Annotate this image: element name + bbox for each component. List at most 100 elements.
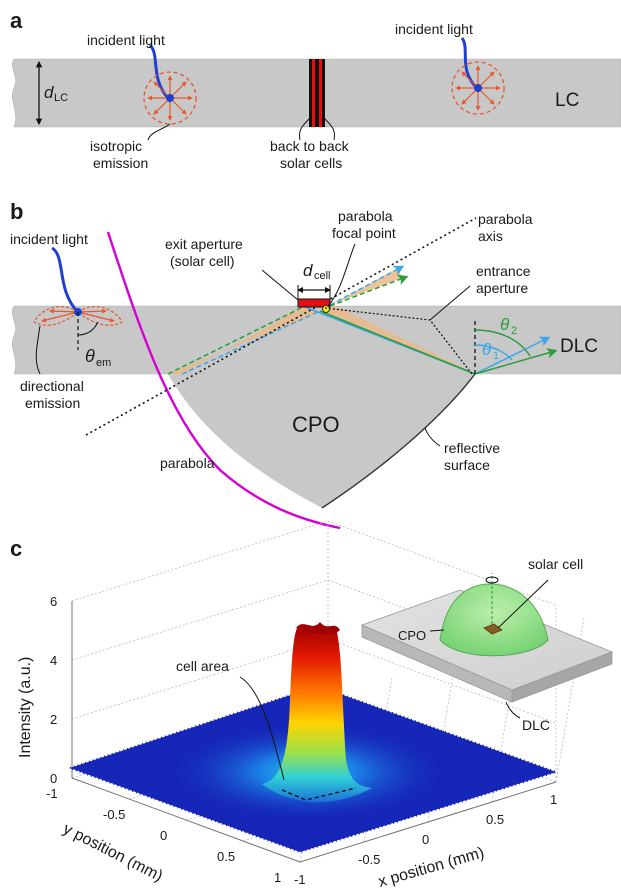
d-cell-symbol: d bbox=[303, 261, 313, 280]
inset-schematic: solar cell CPO DLC bbox=[360, 556, 614, 733]
inset-solar-label: solar cell bbox=[528, 556, 583, 572]
surface-peak-top bbox=[296, 622, 340, 635]
theta1-symbol: θ bbox=[482, 340, 492, 359]
reflective-surface bbox=[321, 373, 476, 509]
y-tick-label: 0 bbox=[160, 828, 167, 843]
theta1-subscript: 1 bbox=[493, 350, 499, 362]
inset-cpo-leader bbox=[429, 629, 445, 632]
z-tick-label: 4 bbox=[50, 653, 57, 668]
incident-light-right-label: incident light bbox=[395, 21, 473, 37]
panel-a: a d LC incident light bbox=[10, 8, 621, 171]
dlc-label: DLC bbox=[560, 336, 598, 357]
incident-ray-b bbox=[51, 246, 80, 314]
surface-peak bbox=[262, 626, 372, 803]
entrance-aperture-leader-2 bbox=[429, 285, 471, 321]
incident-light-b-label: incident light bbox=[10, 231, 88, 247]
directional-lobe-right bbox=[76, 306, 123, 326]
panel-b-letter: b bbox=[10, 199, 23, 224]
y-tick-label: -1 bbox=[46, 786, 58, 801]
d-lc-subscript: LC bbox=[54, 92, 68, 104]
directional-leader bbox=[35, 325, 41, 375]
directional-line2: emission bbox=[25, 395, 80, 411]
focal-point-leader bbox=[327, 243, 356, 307]
y-tick-label: -0.5 bbox=[103, 807, 125, 822]
solar-leader-left bbox=[299, 117, 311, 141]
z-tick-label: 6 bbox=[50, 594, 57, 609]
inset-rotation-icon bbox=[485, 576, 499, 584]
x-tick-label: 1 bbox=[550, 792, 557, 807]
incident-light-left-label: incident light bbox=[87, 32, 165, 48]
exit-aperture-line2: (solar cell) bbox=[170, 253, 235, 269]
focal-point-line2: focal point bbox=[332, 225, 396, 241]
directional-lobe-left bbox=[33, 306, 80, 326]
lc-label: LC bbox=[555, 90, 579, 111]
x-tick-label: 0.5 bbox=[486, 812, 504, 827]
theta2-subscript: 2 bbox=[511, 325, 517, 337]
exit-aperture-leader bbox=[261, 269, 299, 301]
y-tick-label: 1 bbox=[274, 870, 281, 885]
panel-c: c cell area 0 2 4 6 -1 -0.5 0 0.5 1 -1 -0.5 0 0.5 1 I… bbox=[10, 520, 614, 891]
entrance-line1: entrance bbox=[476, 263, 531, 279]
theta2-arc bbox=[474, 329, 531, 357]
panel-c-letter: c bbox=[10, 536, 22, 561]
theta1-arc bbox=[474, 344, 513, 361]
parabola-axis bbox=[85, 217, 477, 436]
reflective-line1: reflective bbox=[444, 440, 500, 456]
y-axis-label: y position (mm) bbox=[60, 820, 165, 885]
reflective-line2: surface bbox=[444, 457, 490, 473]
inset-dlc-side-right bbox=[511, 651, 613, 703]
entrance-line2: aperture bbox=[476, 280, 528, 296]
surface-base-noise bbox=[66, 684, 560, 854]
z-tick-label: 0 bbox=[50, 771, 57, 786]
cell-area-outline bbox=[281, 787, 357, 801]
z-grid-line bbox=[71, 579, 329, 661]
exit-aperture-line1: exit aperture bbox=[165, 236, 243, 252]
reflective-leader bbox=[424, 427, 441, 447]
z-grid-line bbox=[71, 520, 329, 602]
directional-line1: directional bbox=[20, 378, 84, 394]
emitter-dot-right bbox=[474, 84, 482, 92]
rays bbox=[167, 265, 558, 375]
theta-em-symbol: θ bbox=[85, 346, 95, 366]
ray-cone-right bbox=[320, 306, 476, 374]
y-tick-label: 0.5 bbox=[217, 849, 235, 864]
cell-area-label: cell area bbox=[176, 658, 229, 674]
surface-axes-frame bbox=[71, 601, 557, 863]
z-axis-label: Intensity (a.u.) bbox=[17, 657, 34, 758]
z-grid-line bbox=[327, 638, 557, 724]
cpo-body bbox=[168, 374, 475, 508]
inset-solar-leader bbox=[497, 579, 549, 629]
d-lc-symbol: d bbox=[44, 83, 54, 102]
focal-point-marker bbox=[322, 305, 330, 313]
theta-em-subscript: em bbox=[96, 357, 111, 369]
back-to-back-line1: back to back bbox=[270, 138, 350, 154]
ray-cone-left bbox=[168, 306, 320, 374]
isotropic-line2: emission bbox=[93, 155, 148, 171]
parabola-axis-line1: parabola bbox=[478, 211, 533, 227]
cell-area-leader bbox=[239, 676, 285, 781]
surface-ticks: 0 2 4 6 -1 -0.5 0 0.5 1 -1 -0.5 0 0.5 1 bbox=[46, 594, 557, 887]
focal-point-line1: parabola bbox=[338, 208, 393, 224]
z-grid-line bbox=[327, 520, 557, 606]
x-tick-label: -0.5 bbox=[358, 852, 380, 867]
isotropic-emitter-left bbox=[143, 43, 197, 125]
parabola-label: parabola bbox=[160, 455, 215, 471]
inset-dlc-label: DLC bbox=[522, 717, 550, 733]
inset-solar-cell bbox=[483, 623, 503, 635]
isotropic-line1: isotropic bbox=[90, 138, 142, 154]
parabola-axis-line2: axis bbox=[478, 228, 503, 244]
parabola-curve bbox=[106, 231, 341, 530]
theta2-symbol: θ bbox=[500, 315, 510, 334]
solar-leader-right bbox=[323, 117, 335, 141]
isotropic-emitter-right bbox=[451, 37, 505, 115]
inset-cpo-label: CPO bbox=[398, 628, 426, 643]
back-to-back-line2: solar cells bbox=[280, 155, 342, 171]
inset-dlc-leader bbox=[505, 701, 521, 719]
dlc-slab bbox=[12, 305, 621, 375]
emission-circle-right bbox=[451, 61, 505, 115]
cpo-label: CPO bbox=[292, 412, 340, 437]
isotropic-leader bbox=[147, 123, 171, 141]
back-to-back-solar-cells bbox=[309, 59, 325, 127]
panel-a-letter: a bbox=[10, 8, 23, 33]
